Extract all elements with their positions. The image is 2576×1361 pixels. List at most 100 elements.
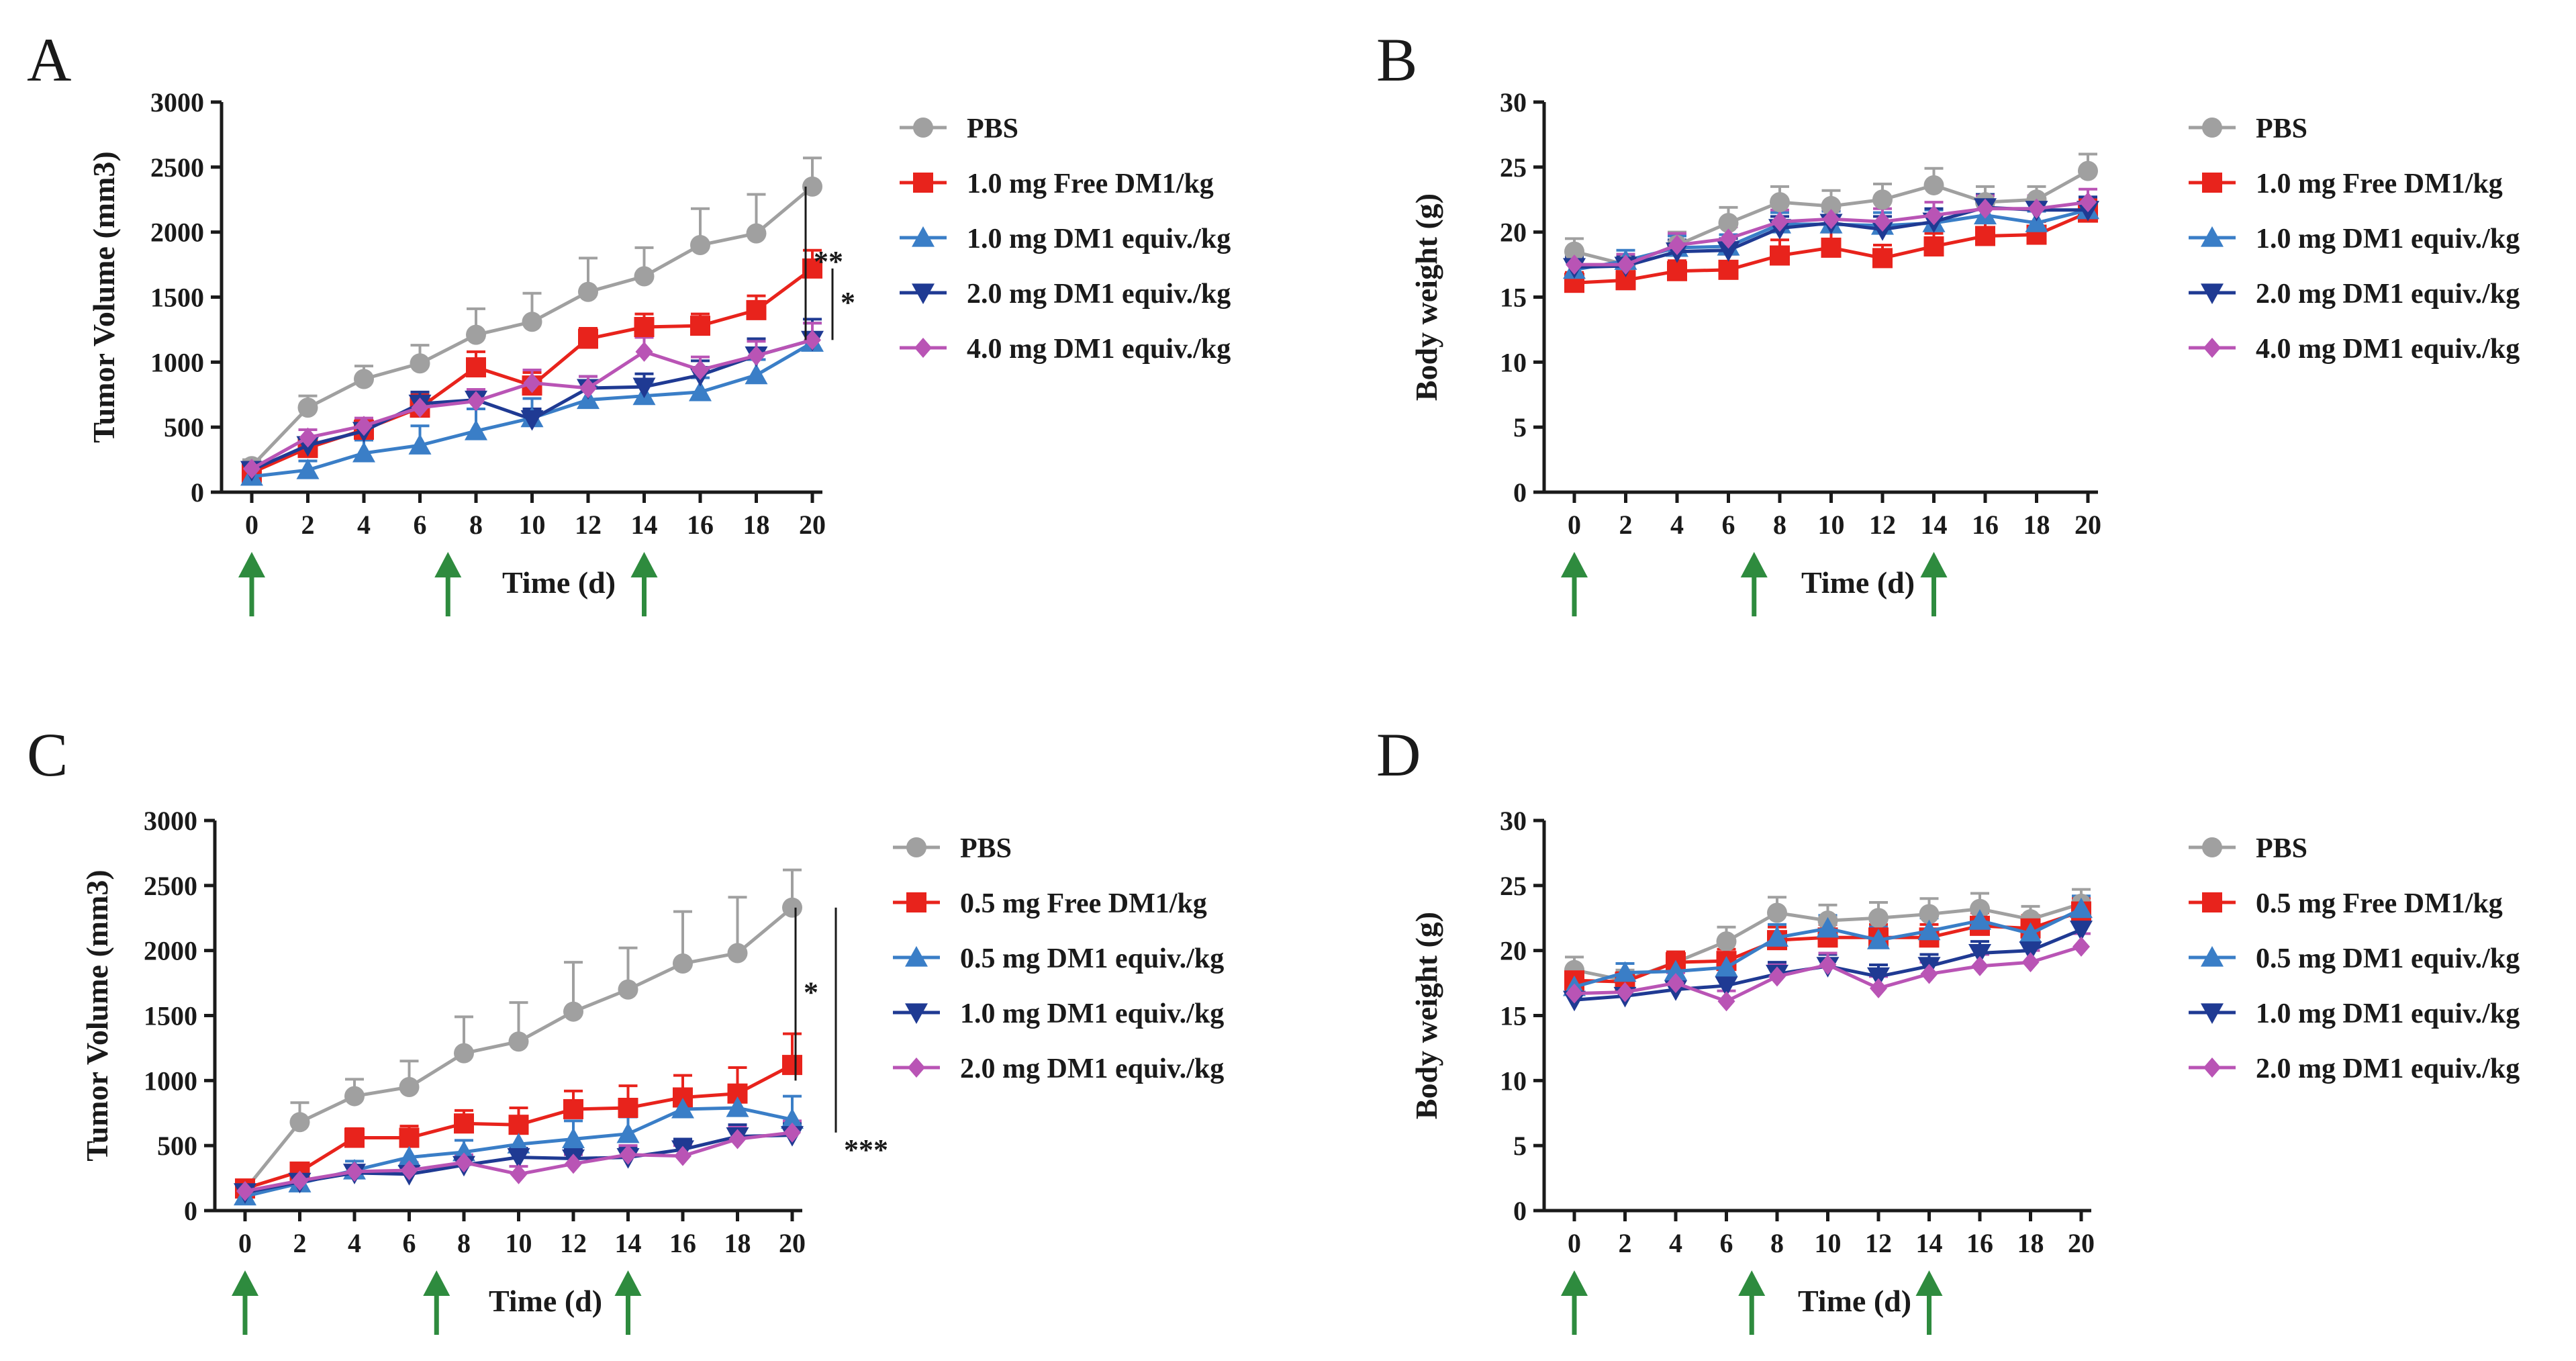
legend-label: 4.0 mg DM1 equiv./kg bbox=[967, 334, 1231, 365]
data-point bbox=[1968, 909, 1991, 930]
x-tick-label: 18 bbox=[724, 1228, 751, 1258]
data-point bbox=[508, 1115, 529, 1135]
data-point bbox=[344, 1127, 365, 1148]
data-point bbox=[299, 427, 317, 448]
data-point bbox=[1923, 236, 1944, 256]
data-point bbox=[1718, 213, 1739, 234]
data-point bbox=[2021, 952, 2040, 973]
data-point bbox=[408, 434, 432, 455]
data-point bbox=[1822, 209, 1840, 230]
legend-label: 0.5 mg DM1 equiv./kg bbox=[960, 943, 1224, 974]
data-point bbox=[1616, 982, 1634, 1002]
series-line-4 bbox=[236, 1122, 801, 1201]
data-point bbox=[727, 943, 748, 964]
y-tick-label: 1500 bbox=[144, 1001, 197, 1031]
data-point bbox=[1920, 964, 1938, 984]
panel-b: B 0 5 10 15 20 25 30 0 2 4 6 8 10 12 14 16 18 20 Time (d) Bo… bbox=[1376, 26, 2520, 616]
x-tick-label: 16 bbox=[687, 510, 714, 540]
legend-item: 1.0 mg Free DM1/kg bbox=[900, 169, 1214, 199]
legend-label: 1.0 mg Free DM1/kg bbox=[967, 169, 1214, 199]
series-line-4 bbox=[1566, 936, 2090, 1012]
data-point bbox=[236, 1180, 254, 1201]
legend: PBS 0.5 mg Free DM1/kg 0.5 mg DM1 equiv./k… bbox=[893, 833, 1224, 1084]
dosing-arrow bbox=[1738, 1270, 1766, 1335]
data-point bbox=[1664, 959, 1687, 981]
x-tick-label: 0 bbox=[1568, 1228, 1581, 1258]
data-point bbox=[563, 1001, 583, 1022]
data-point bbox=[1717, 241, 1740, 262]
legend-label: 1.0 mg DM1 equiv./kg bbox=[967, 224, 1231, 254]
y-tick-label: 2000 bbox=[150, 218, 204, 248]
x-tick-label: 10 bbox=[506, 1228, 532, 1258]
significance-bracket: ** bbox=[804, 186, 843, 340]
x-tick-label: 16 bbox=[1966, 1228, 1993, 1258]
data-point bbox=[691, 359, 709, 380]
data-point bbox=[1870, 978, 1887, 998]
y-tick-label: 0 bbox=[1513, 477, 1527, 508]
data-point bbox=[344, 1086, 365, 1107]
x-tick-label: 12 bbox=[575, 510, 602, 540]
significance-label: ** bbox=[814, 245, 843, 278]
data-point bbox=[726, 1096, 749, 1117]
x-axis-title: Time (d) bbox=[1801, 565, 1915, 600]
series-2 bbox=[242, 322, 822, 477]
data-point bbox=[508, 1031, 529, 1052]
data-point bbox=[690, 316, 710, 336]
data-point bbox=[1770, 192, 1790, 213]
y-tick-label: 2000 bbox=[144, 936, 197, 966]
legend-marker bbox=[913, 173, 933, 193]
x-tick-label: 12 bbox=[1865, 1228, 1892, 1258]
series-line-1 bbox=[1564, 202, 2098, 293]
dosing-arrow-head bbox=[630, 552, 658, 577]
x-axis-title: Time (d) bbox=[502, 565, 616, 600]
dosing-arrow-head bbox=[434, 552, 462, 577]
data-point bbox=[467, 391, 485, 412]
series-line-0 bbox=[235, 897, 802, 1201]
data-point bbox=[1768, 966, 1786, 987]
x-tick-label: 14 bbox=[615, 1228, 642, 1258]
data-point bbox=[746, 299, 767, 320]
x-tick-label: 0 bbox=[1568, 510, 1581, 540]
data-point bbox=[297, 397, 318, 418]
data-point bbox=[1564, 241, 1584, 262]
data-point bbox=[635, 341, 653, 362]
data-point bbox=[1976, 198, 1994, 219]
data-point bbox=[1821, 237, 1842, 258]
data-point bbox=[783, 1122, 801, 1143]
data-point bbox=[802, 176, 822, 197]
data-point bbox=[1970, 898, 1990, 919]
legend-marker bbox=[2201, 946, 2224, 967]
x-tick-label: 14 bbox=[1916, 1228, 1943, 1258]
panel-label: C bbox=[27, 720, 68, 789]
data-point bbox=[354, 369, 374, 389]
legend-marker bbox=[906, 892, 926, 912]
series-line-4 bbox=[1566, 192, 2097, 275]
legend-label: 0.5 mg Free DM1/kg bbox=[960, 888, 1207, 919]
series-line-2 bbox=[1563, 897, 2093, 996]
data-point bbox=[632, 377, 656, 399]
data-point bbox=[520, 410, 544, 431]
legend-marker bbox=[2202, 892, 2222, 912]
x-tick-label: 14 bbox=[1921, 510, 1948, 540]
legend-marker bbox=[2202, 837, 2222, 857]
y-tick-label: 0 bbox=[1513, 1196, 1527, 1226]
legend-item: 2.0 mg DM1 equiv./kg bbox=[2189, 279, 2520, 310]
legend-marker bbox=[2203, 338, 2221, 358]
x-tick-label: 4 bbox=[348, 1228, 361, 1258]
x-tick-label: 12 bbox=[560, 1228, 587, 1258]
y-tick-label: 30 bbox=[1500, 806, 1527, 836]
data-point bbox=[2070, 897, 2093, 919]
data-point bbox=[689, 380, 712, 402]
x-tick-label: 2 bbox=[293, 1228, 307, 1258]
x-tick-label: 4 bbox=[1670, 510, 1684, 540]
dosing-arrow-head bbox=[614, 1270, 642, 1296]
x-tick-label: 8 bbox=[469, 510, 483, 540]
data-point bbox=[634, 266, 655, 287]
x-axis-title: Time (d) bbox=[489, 1284, 602, 1318]
data-point bbox=[1715, 955, 1738, 977]
legend-item: PBS bbox=[2189, 833, 2307, 864]
data-point bbox=[411, 397, 429, 418]
data-point bbox=[466, 357, 486, 378]
data-point bbox=[243, 459, 260, 479]
legend-label: 1.0 mg DM1 equiv./kg bbox=[2256, 998, 2520, 1029]
